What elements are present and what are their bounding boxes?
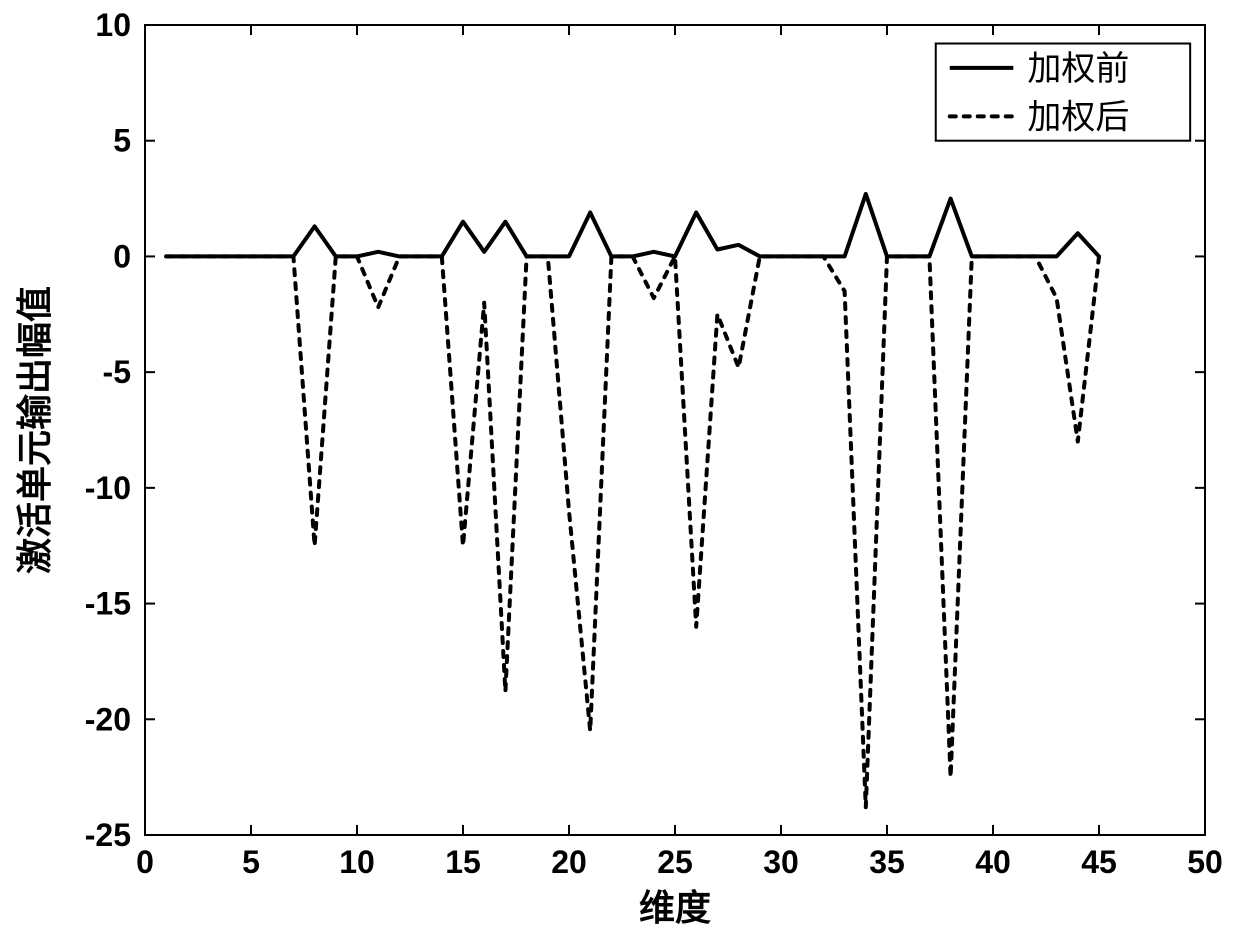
series-solid xyxy=(166,194,1099,256)
x-tick-label: 0 xyxy=(136,844,154,880)
y-tick-label: -25 xyxy=(85,817,131,853)
y-tick-label: -20 xyxy=(85,701,131,737)
legend-label-dotted: 加权后 xyxy=(1027,98,1129,136)
y-tick-label: 0 xyxy=(113,238,131,274)
x-tick-label: 45 xyxy=(1081,844,1117,880)
legend-label-solid: 加权前 xyxy=(1027,50,1129,88)
y-tick-label: 5 xyxy=(113,123,131,159)
x-tick-label: 20 xyxy=(551,844,587,880)
y-axis-title: 激活单元输出幅值 xyxy=(14,286,55,574)
x-tick-label: 10 xyxy=(339,844,375,880)
x-tick-label: 35 xyxy=(869,844,905,880)
line-chart: 0 5 10 15 20 25 30 35 40 45 50 -25 -20 -15 -10 -5 0 5 10 维度… xyxy=(0,0,1240,937)
x-tick-label: 40 xyxy=(975,844,1011,880)
chart-svg: 0 5 10 15 20 25 30 35 40 45 50 -25 -20 -15 -10 -5 0 5 10 维度… xyxy=(0,0,1240,937)
series-dotted xyxy=(166,256,1099,807)
y-tick-label: -5 xyxy=(103,354,131,390)
x-axis-title: 维度 xyxy=(639,887,711,928)
x-tick-label: 25 xyxy=(657,844,693,880)
x-tick-label: 5 xyxy=(242,844,260,880)
x-tick-label: 15 xyxy=(445,844,481,880)
y-tick-label: -10 xyxy=(85,470,131,506)
y-tick-label: 10 xyxy=(95,7,131,43)
plot-box xyxy=(145,25,1205,835)
y-tick-label: -15 xyxy=(85,586,131,622)
x-tick-label: 50 xyxy=(1187,844,1223,880)
x-tick-label: 30 xyxy=(763,844,799,880)
